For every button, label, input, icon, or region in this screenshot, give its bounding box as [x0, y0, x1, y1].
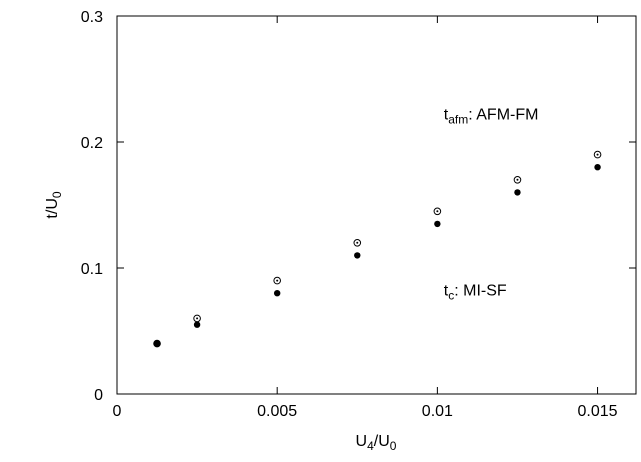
data-point-open-center: [436, 210, 439, 213]
y-axis-label: t/U0: [44, 191, 64, 218]
tick-labels: 0 0.005 0.01 0.015 0 0.1 0.2 0.3: [81, 9, 618, 420]
data-point-open: [513, 176, 522, 184]
data-point-filled: [594, 164, 601, 171]
data-point-open-center: [196, 317, 199, 320]
data-point-open-center: [276, 279, 279, 282]
data-point-open: [273, 276, 281, 285]
data-point-filled: [434, 220, 441, 228]
annotation-mi-sf: tc: MI-SF: [444, 283, 507, 303]
data-point-open: [353, 239, 362, 247]
data-point-filled: [153, 340, 161, 347]
ticks: [116, 15, 636, 395]
data-point-filled: [514, 189, 521, 196]
data-point-filled: [273, 290, 281, 297]
y-tick-label: 0.2: [81, 135, 103, 152]
x-tick-label: 0.015: [578, 403, 618, 420]
annotation-afm-fm: tafm: AFM-FM: [444, 106, 539, 126]
data-point-open: [593, 150, 602, 159]
plot-frame: [116, 15, 637, 395]
x-tick-label: 0.01: [422, 403, 453, 420]
x-axis-label: U4/U0: [356, 433, 397, 453]
data-point-open-center: [516, 178, 519, 181]
y-tick-label: 0: [94, 387, 103, 404]
data-point-open-center: [596, 153, 599, 156]
x-tick-label: 0: [113, 403, 122, 420]
data-point-open: [433, 207, 442, 216]
data-points: [153, 150, 602, 348]
data-point-open: [193, 314, 201, 323]
data-point-open-center: [356, 241, 359, 244]
data-point-filled: [354, 252, 361, 259]
annotations: tafm: AFM-FM tc: MI-SF: [444, 106, 539, 302]
x-tick-label: 0.005: [257, 403, 297, 420]
y-tick-label: 0.3: [81, 9, 103, 26]
data-point-filled: [193, 321, 201, 328]
y-tick-label: 0.1: [81, 261, 103, 278]
